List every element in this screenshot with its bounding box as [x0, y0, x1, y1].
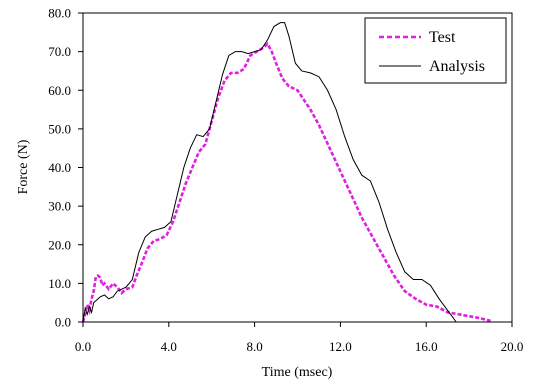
- legend: Test Analysis: [364, 17, 507, 84]
- series-line-analysis: [82, 22, 457, 323]
- y-tick-label: 40.0: [48, 160, 71, 175]
- y-tick-label: 80.0: [48, 6, 71, 21]
- axes: [78, 12, 513, 327]
- x-tick-label: 0.0: [75, 339, 91, 354]
- y-tick-label: 20.0: [48, 237, 71, 252]
- y-tick-label: 50.0: [48, 121, 71, 136]
- plot-area: [81, 22, 491, 323]
- x-tick-label: 8.0: [246, 339, 262, 354]
- tick-labels: 0.0 4.0 8.0 12.0 16.0 20.0 0.0 10.0 20.0 30.0 40.0…: [48, 6, 523, 355]
- series-line-test: [81, 41, 491, 323]
- x-tick-label: 16.0: [415, 339, 438, 354]
- legend-label-test: Test: [429, 29, 456, 46]
- x-tick-label: 12.0: [329, 339, 352, 354]
- y-axis-label: Force (N): [16, 139, 31, 194]
- y-tick-label: 30.0: [48, 199, 71, 214]
- legend-box: [364, 17, 507, 84]
- legend-label-analysis: Analysis: [429, 58, 485, 75]
- x-tick-label: 20.0: [501, 339, 524, 354]
- x-axis-label: Time (msec): [262, 365, 333, 380]
- y-tick-label: 10.0: [48, 276, 71, 291]
- y-tick-label: 60.0: [48, 83, 71, 98]
- y-tick-label: 0.0: [55, 315, 71, 330]
- y-tick-label: 70.0: [48, 44, 71, 59]
- x-tick-label: 4.0: [161, 339, 177, 354]
